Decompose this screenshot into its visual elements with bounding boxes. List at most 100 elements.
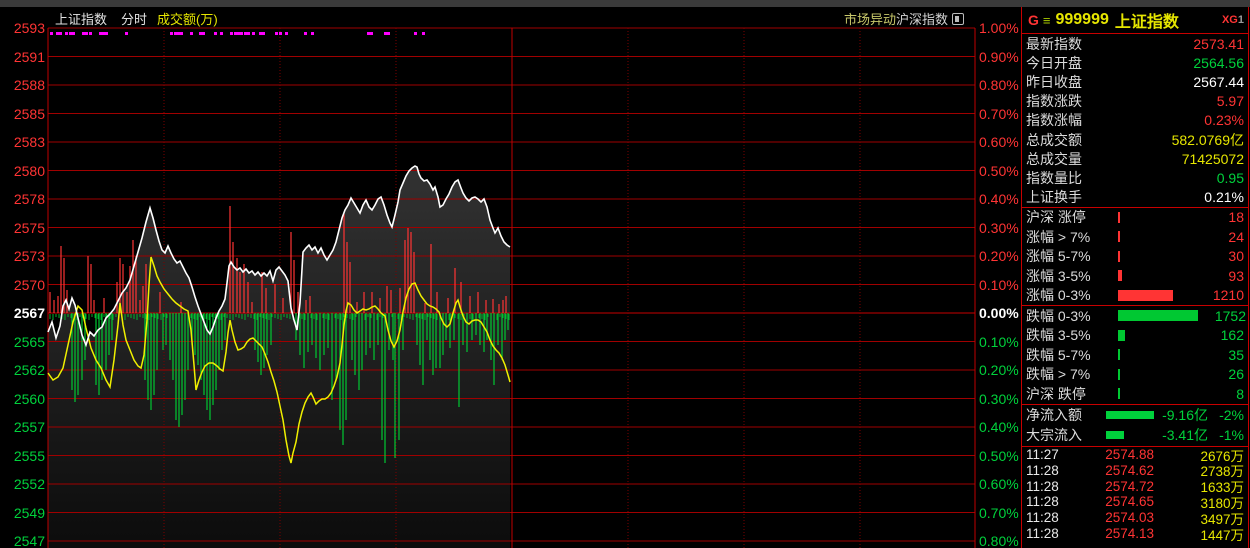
distribution-value: 8 [1236,385,1244,402]
info-label: 上证换手 [1026,189,1082,206]
price-axis-label: 2567 [13,305,45,321]
tick-time: 11:28 [1026,526,1059,542]
mode-label[interactable]: 分时 [121,12,148,27]
event-dot [414,32,417,35]
event-dot [247,32,250,35]
flow-value: -9.16亿 [1162,406,1208,423]
event-dot [99,32,102,35]
percent-axis-label: 0.30% [979,219,1019,236]
info-label: 总成交额 [1026,131,1082,148]
info-label: 最新指数 [1026,35,1082,52]
distribution-label: 涨幅 0-3% [1026,287,1091,304]
event-dot [89,32,92,35]
flow-label: 大宗流入 [1026,427,1082,444]
price-axis-label: 2547 [13,533,45,548]
distribution-label: 沪深 跌停 [1026,385,1086,402]
percent-axis-label: 0.40% [979,419,1019,435]
quote-info-row: 最新指数 2573.41 [1022,34,1248,53]
quote-info-row: 指数量比 0.95 [1022,168,1248,187]
flow-bar [1106,431,1124,440]
tick-price: 2574.13 [1105,526,1154,542]
distribution-bar [1118,270,1122,282]
updown-distribution-section: 沪深 涨停 18 涨幅 > 7% 24 涨幅 5-7% 30 涨幅 3-5% 93 涨幅 0-3… [1022,208,1248,405]
price-axis-label: 2578 [13,191,45,207]
tick-row: 11:28 2574.03 3497万 [1022,510,1248,527]
tick-volume: 2738万 [1200,464,1244,480]
price-axis-label: 2570 [13,276,45,293]
tick-time: 11:27 [1026,447,1059,463]
percent-axis-label: 0.90% [979,48,1019,65]
event-dot [202,32,205,35]
tick-price: 2574.03 [1105,510,1154,526]
flow-bar [1106,410,1154,419]
distribution-value: 24 [1228,228,1244,245]
info-value: 582.0769亿 [1171,131,1244,148]
distribution-row: 涨幅 3-5% 93 [1022,266,1248,286]
tick-price: 2574.72 [1105,478,1154,494]
hs-index-link[interactable]: 沪深指数 [895,12,948,27]
tick-time: 11:28 [1026,462,1059,478]
price-axis-label: 2573 [13,248,45,264]
percent-axis-label: 0.60% [979,134,1019,150]
price-line [47,165,511,348]
info-value: 71425072 [1181,150,1244,167]
quote-info-row: 昨日收盘 2567.44 [1022,72,1248,91]
event-dot [240,32,243,35]
market-movers-link[interactable]: 市场异动 [843,12,896,27]
info-label: 总成交量 [1026,150,1082,167]
quote-info-section: 最新指数 2573.41 今日开盘 2564.56 昨日收盘 2567.44 指数涨跌 5.9… [1022,34,1248,208]
indicator-tag[interactable]: XG1 [1221,14,1244,26]
event-dot [387,32,390,35]
panel-toggle-icon[interactable] [952,13,964,25]
distribution-value: 26 [1228,366,1244,383]
event-dot [199,32,202,35]
event-dot [174,32,177,35]
quote-panel-header[interactable]: G ≡ 999999 上证指数 XG1 [1022,7,1248,34]
info-label: 今日开盘 [1026,54,1082,71]
percent-axis-label: 0.40% [979,191,1019,207]
tick-price: 2574.62 [1105,462,1154,478]
distribution-bar [1118,368,1120,380]
price-area-fill [48,166,510,548]
event-dot [69,32,72,35]
event-dot [370,32,373,35]
group-badge: G [1028,12,1039,28]
event-dot [252,32,255,35]
distribution-value: 18 [1228,209,1244,226]
event-dot [180,32,183,35]
event-dot [244,32,247,35]
percent-axis-label: 0.20% [979,362,1019,378]
distribution-row: 沪深 涨停 18 [1022,208,1248,228]
info-label: 昨日收盘 [1026,73,1082,90]
event-dot [72,32,75,35]
price-axis-label: 2557 [13,419,45,435]
event-dot [56,32,59,35]
flow-percent: -2% [1219,406,1244,423]
tick-row: 11:28 2574.65 3180万 [1022,494,1248,511]
info-value: 0.21% [1204,189,1244,206]
chart-title-row: 上证指数 分时 成交额(万) [55,9,218,28]
event-dot [105,32,108,35]
tick-time: 11:28 [1026,494,1059,510]
percent-axis-label: 0.50% [979,447,1019,464]
tick-volume: 2676万 [1200,448,1244,464]
avg-price-line [47,256,511,464]
event-dot [50,32,53,35]
distribution-row: 跌幅 0-3% 1752 [1022,305,1248,326]
menu-icon[interactable]: ≡ [1042,12,1051,28]
price-axis-label: 2562 [13,362,45,378]
event-dot [125,32,128,35]
event-dot [262,32,265,35]
quote-info-row: 总成交额 582.0769亿 [1022,130,1248,149]
percent-axis-label: 0.30% [979,390,1019,407]
flow-label: 净流入额 [1026,406,1082,423]
distribution-value: 93 [1228,267,1244,284]
flow-percent: -1% [1219,427,1244,444]
price-axis-label: 2591 [13,48,45,65]
tick-list-section: 11:27 2574.88 2676万 11:28 2574.62 2738万 11:28 2… [1022,447,1248,543]
percent-axis-label: 0.10% [979,276,1019,293]
distribution-row: 沪深 跌停 8 [1022,384,1248,404]
indicator-label[interactable]: 成交额(万) [157,12,218,27]
